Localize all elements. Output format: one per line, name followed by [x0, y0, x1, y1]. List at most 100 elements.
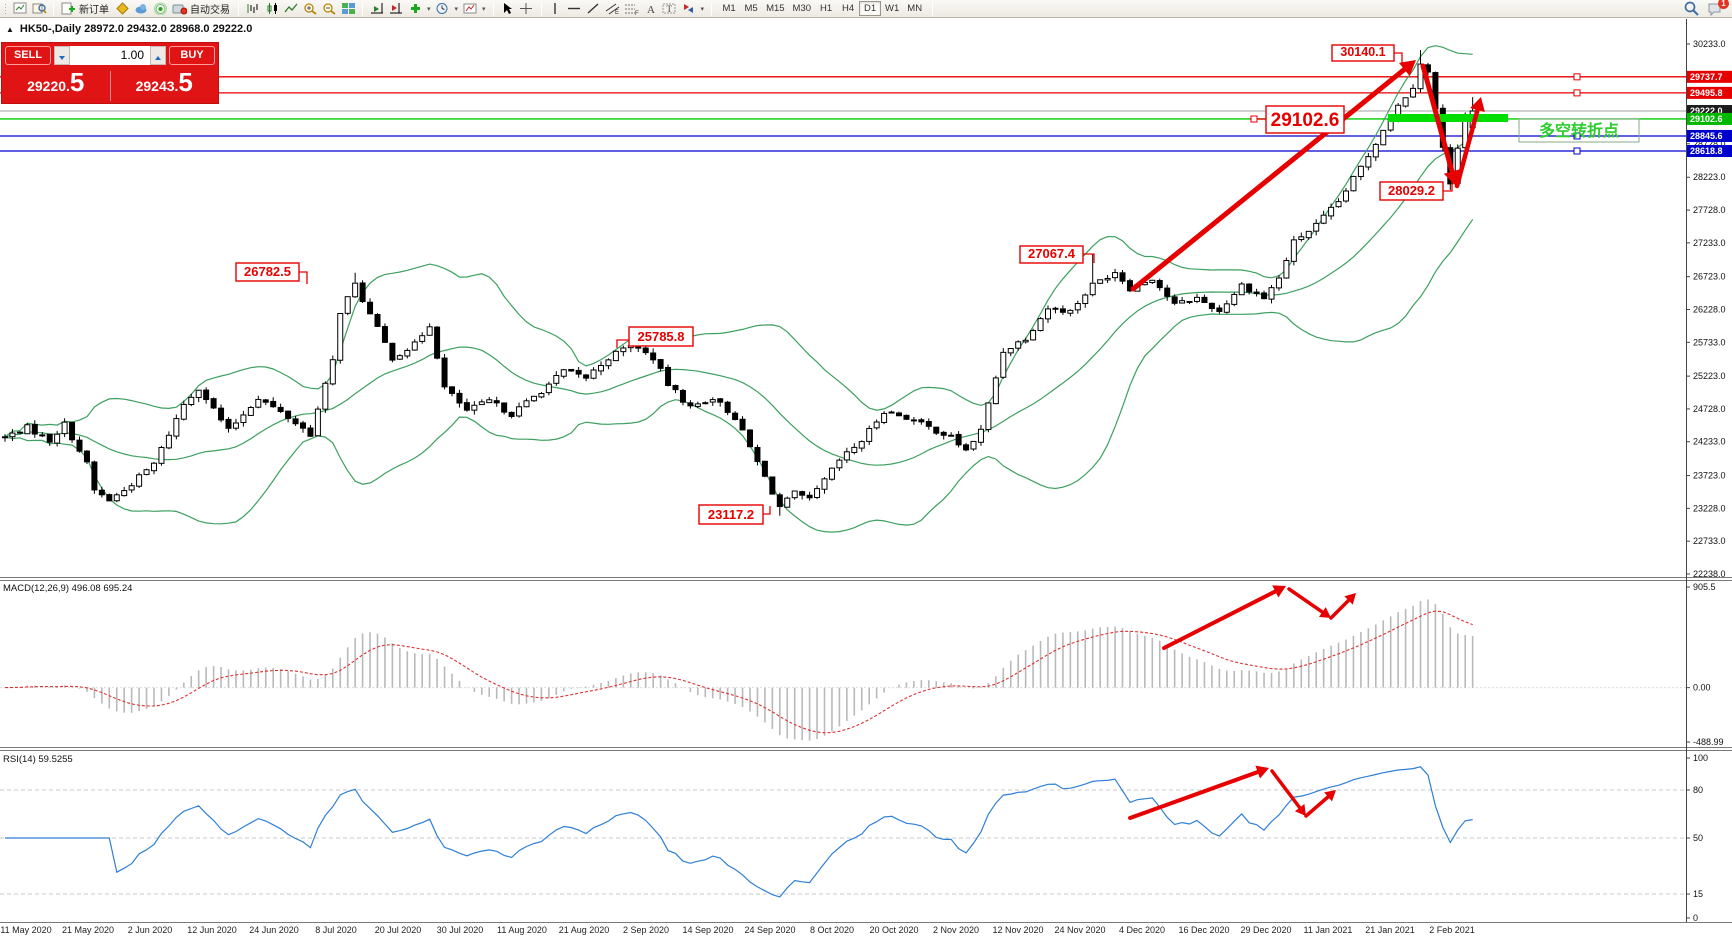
templates-icon[interactable] [462, 2, 478, 16]
candle [843, 451, 850, 461]
zoom-out-icon[interactable] [321, 2, 337, 16]
candle [31, 423, 38, 435]
candle [806, 494, 813, 499]
macd-indicator-label: MACD(12,26,9) 496.08 695.24 [3, 583, 133, 594]
sell-button[interactable]: SELL [5, 45, 51, 65]
periods-icon[interactable] [435, 2, 451, 16]
text-icon[interactable]: A [643, 2, 659, 16]
toolbar-grip[interactable] [4, 2, 8, 15]
candle [9, 432, 16, 438]
timeframe-m1[interactable]: M1 [722, 3, 736, 14]
candle [24, 424, 31, 435]
new-order-icon[interactable] [60, 2, 76, 16]
notifications-icon[interactable]: 1 [1707, 0, 1729, 16]
candle [1261, 292, 1268, 300]
timeframe-w1[interactable]: W1 [885, 3, 900, 14]
candle [694, 403, 701, 407]
crosshair-icon[interactable] [519, 2, 535, 16]
signals-icon[interactable] [152, 2, 168, 16]
timeframe-mn[interactable]: MN [907, 3, 923, 14]
candle [39, 434, 46, 437]
date-label: 21 May 2020 [61, 925, 115, 935]
trendline-icon[interactable] [586, 2, 602, 16]
timeframe-m15[interactable]: M15 [766, 3, 785, 14]
tile-windows-icon[interactable] [340, 2, 356, 16]
symbol-ohlc-text: HK50-,Daily 28972.0 29432.0 28968.0 2922… [19, 23, 253, 35]
candle [1335, 201, 1342, 208]
vertical-line-icon[interactable] [548, 2, 564, 16]
annotation-connector [616, 339, 629, 348]
community-icon[interactable] [133, 2, 149, 16]
new-order-label[interactable]: 新订单 [79, 5, 109, 16]
annotation-box [628, 326, 694, 347]
price-tag-text: 28618.8 [1690, 146, 1723, 156]
candle [836, 459, 843, 469]
volume-input[interactable]: 1.00 [70, 45, 150, 65]
candlestick-type-icon[interactable] [264, 2, 280, 16]
search-icon[interactable] [1683, 1, 1699, 16]
timeframe-m5[interactable]: M5 [744, 3, 758, 14]
equidistant-channel-icon[interactable]: E [605, 2, 621, 16]
periods-dropdown-icon[interactable]: ▾ [454, 5, 459, 13]
volume-increase-button[interactable] [150, 45, 166, 65]
candle [575, 369, 582, 375]
bar-chart-type-icon[interactable] [245, 2, 261, 16]
rsi-pane [5, 766, 1473, 898]
chart-symbol-line: ▲ HK50-,Daily 28972.0 29432.0 28968.0 29… [6, 23, 252, 35]
zoom-in-icon[interactable] [302, 2, 318, 16]
horizontal-line-icon[interactable] [567, 2, 583, 16]
chart-shift-icon[interactable] [388, 2, 404, 16]
date-label: 21 Aug 2020 [558, 925, 610, 935]
templates-dropdown-icon[interactable]: ▾ [482, 5, 486, 13]
date-axis[interactable]: 11 May 2020 21 May 2020 2 Jun 2020 12 Jun 2… [0, 925, 1732, 943]
svg-text:26228.0: 26228.0 [1693, 304, 1726, 314]
annotation-box [698, 504, 764, 525]
toolbar-separator [362, 1, 363, 16]
volume-decrease-button[interactable] [54, 45, 70, 65]
candle [247, 407, 254, 416]
arrows-dropdown-icon[interactable]: ▾ [700, 5, 705, 13]
candle [16, 431, 23, 434]
candle [1275, 277, 1282, 289]
candle [1410, 87, 1417, 98]
timeframe-h1[interactable]: H1 [819, 3, 833, 14]
candle [1179, 300, 1186, 304]
timeframe-m30[interactable]: M30 [792, 3, 812, 14]
fibonacci-icon[interactable]: F [624, 2, 640, 16]
line-handle [1573, 147, 1581, 155]
autotrading-icon[interactable] [171, 2, 187, 16]
candle [754, 447, 761, 462]
candle [1313, 222, 1320, 232]
new-chart-icon[interactable] [12, 2, 28, 16]
annotation-arrows [1128, 60, 1485, 820]
candle [1156, 280, 1163, 289]
arrows-icon[interactable] [681, 2, 697, 16]
autotrading-label[interactable]: 自动交易 [190, 5, 230, 16]
candle [1149, 279, 1156, 284]
timeframe-h4[interactable]: H4 [841, 3, 855, 14]
text-label-icon[interactable]: T [662, 2, 678, 16]
candle [337, 312, 344, 361]
metaeditor-icon[interactable] [114, 2, 130, 16]
cursor-icon[interactable] [500, 2, 516, 16]
candle [69, 421, 76, 441]
buy-price[interactable]: 29243.5 [135, 67, 193, 97]
trend-arrow [1162, 589, 1278, 650]
buy-button[interactable]: BUY [169, 45, 215, 65]
sell-price[interactable]: 29220.5 [27, 67, 85, 97]
candle [151, 462, 157, 472]
trend-arrow [1304, 795, 1330, 818]
indicators-dropdown-icon[interactable]: ▾ [427, 5, 431, 13]
candle [1290, 239, 1297, 262]
candle [501, 402, 508, 413]
indicators-icon[interactable] [407, 2, 423, 16]
auto-scroll-icon[interactable] [369, 2, 385, 16]
candle [232, 422, 239, 429]
line-chart-type-icon[interactable] [283, 2, 299, 16]
candle [173, 418, 180, 437]
profiles-icon[interactable] [31, 2, 47, 16]
timeframe-d1[interactable]: D1 [859, 1, 882, 16]
date-label: 2 Sep 2020 [622, 925, 670, 935]
